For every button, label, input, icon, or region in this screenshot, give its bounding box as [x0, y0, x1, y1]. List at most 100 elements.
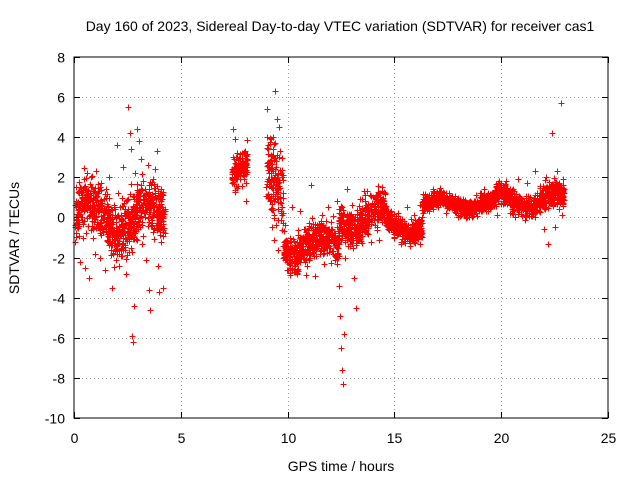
- data-point-marker: [485, 208, 492, 215]
- data-point-marker: [241, 149, 248, 156]
- data-point-marker: [523, 193, 530, 200]
- data-point-marker: [280, 177, 287, 184]
- data-point-marker: [81, 184, 88, 191]
- data-point-marker: [375, 217, 382, 224]
- data-point-marker: [276, 179, 283, 186]
- data-point-marker: [128, 231, 135, 238]
- data-point-marker: [382, 190, 389, 197]
- data-point-marker: [94, 205, 101, 212]
- data-point-marker: [122, 220, 129, 227]
- data-point-marker: [160, 215, 167, 222]
- data-point-marker: [398, 221, 405, 228]
- data-point-marker: [417, 221, 424, 228]
- data-point-marker: [362, 192, 369, 199]
- data-point-marker: [292, 263, 299, 270]
- data-point-marker: [150, 209, 157, 216]
- data-point-marker: [359, 240, 366, 247]
- data-point-marker: [309, 237, 316, 244]
- data-point-marker: [264, 160, 271, 167]
- data-point-marker: [275, 170, 282, 177]
- data-point-marker: [105, 239, 112, 246]
- data-point-marker: [112, 247, 119, 254]
- data-point-marker: [115, 240, 122, 247]
- data-point-marker: [234, 172, 241, 179]
- data-point-marker: [115, 190, 122, 197]
- data-point-marker: [264, 134, 271, 141]
- data-point-marker: [379, 184, 386, 191]
- data-point-marker: [293, 269, 300, 276]
- data-point-marker: [157, 223, 164, 230]
- data-point-marker: [154, 148, 161, 155]
- data-point-marker: [319, 212, 326, 219]
- data-point-marker: [152, 190, 159, 197]
- data-point-marker: [101, 215, 108, 222]
- data-point-marker: [108, 206, 115, 213]
- data-point-marker: [130, 339, 137, 346]
- data-point-marker: [359, 205, 366, 212]
- data-point-marker: [76, 179, 83, 186]
- data-point-marker: [499, 189, 506, 196]
- data-point-marker: [418, 218, 425, 225]
- data-point-marker: [80, 205, 87, 212]
- data-point-marker: [159, 191, 166, 198]
- data-point-marker: [127, 215, 134, 222]
- data-point-marker: [496, 194, 503, 201]
- data-point-marker: [310, 247, 317, 254]
- data-point-marker: [460, 196, 467, 203]
- data-point-marker: [76, 206, 83, 213]
- data-point-marker: [142, 186, 149, 193]
- data-point-marker: [308, 243, 315, 250]
- data-point-marker: [119, 216, 126, 223]
- data-point-marker: [538, 197, 545, 204]
- data-point-marker: [336, 241, 343, 248]
- data-point-marker: [347, 225, 354, 232]
- data-point-marker: [532, 210, 539, 217]
- data-point-marker: [134, 181, 141, 188]
- data-point-marker: [92, 214, 99, 221]
- data-point-marker: [89, 173, 96, 180]
- data-point-marker: [275, 217, 282, 224]
- data-point-marker: [545, 241, 552, 248]
- data-markers: [72, 88, 568, 388]
- data-point-marker: [551, 175, 558, 182]
- data-point-marker: [283, 237, 290, 244]
- data-point-marker: [280, 255, 287, 262]
- data-point-marker: [520, 204, 527, 211]
- data-point-marker: [114, 213, 121, 220]
- data-point-marker: [361, 188, 368, 195]
- data-point-marker: [151, 181, 158, 188]
- data-point-marker: [374, 200, 381, 207]
- data-point-marker: [533, 199, 540, 206]
- data-point-marker: [150, 176, 157, 183]
- y-tick-label: 0: [57, 210, 65, 226]
- data-point-marker: [82, 183, 89, 190]
- data-point-marker: [302, 239, 309, 246]
- data-point-marker: [271, 237, 278, 244]
- data-point-marker: [507, 210, 514, 217]
- data-point-marker: [354, 207, 361, 214]
- data-point-marker: [93, 168, 100, 175]
- data-point-marker: [92, 195, 99, 202]
- data-point-marker: [372, 222, 379, 229]
- data-point-marker: [561, 186, 568, 193]
- data-point-marker: [136, 190, 143, 197]
- data-point-marker: [291, 260, 298, 267]
- data-point-marker: [527, 194, 534, 201]
- data-point-marker: [134, 126, 141, 133]
- data-point-marker: [390, 222, 397, 229]
- data-point-marker: [504, 185, 511, 192]
- data-point-marker: [376, 237, 383, 244]
- data-point-marker: [320, 222, 327, 229]
- data-point-marker: [237, 166, 244, 173]
- data-point-marker: [490, 198, 497, 205]
- data-point-marker: [129, 249, 136, 256]
- data-point-marker: [111, 202, 118, 209]
- data-point-marker: [271, 198, 278, 205]
- data-point-marker: [84, 170, 91, 177]
- chart-title: Day 160 of 2023, Sidereal Day-to-day VTE…: [86, 18, 595, 34]
- data-point-marker: [81, 165, 88, 172]
- y-tick-label: 2: [57, 170, 65, 186]
- data-point-marker: [285, 267, 292, 274]
- data-point-marker: [485, 193, 492, 200]
- data-point-marker: [113, 257, 120, 264]
